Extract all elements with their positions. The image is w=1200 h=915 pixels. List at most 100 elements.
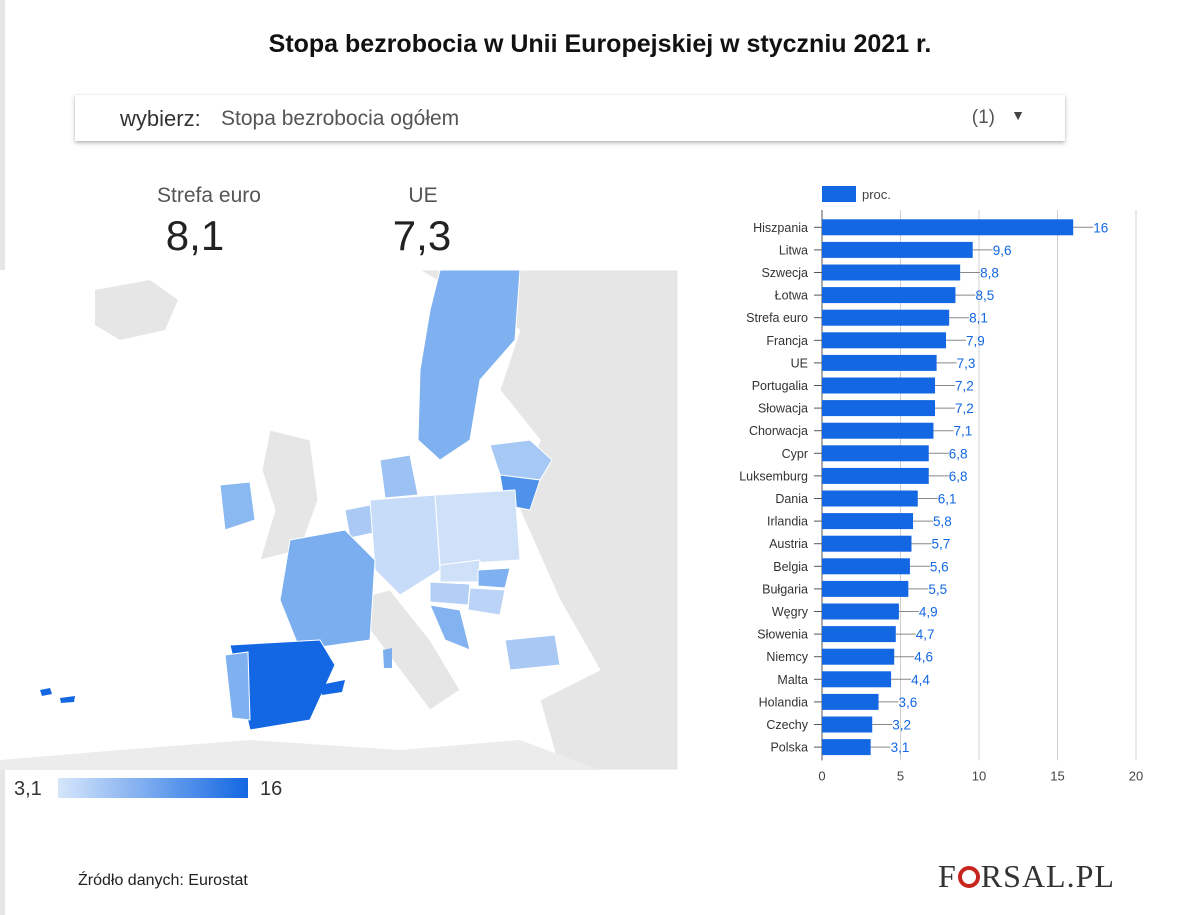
corsica	[383, 648, 392, 668]
denmark	[379, 454, 419, 499]
category-label: Chorwacja	[749, 424, 808, 438]
land-east	[419, 270, 678, 770]
category-label: Łotwa	[775, 289, 808, 303]
dropdown-value: Stopa bezrobocia ogółem	[221, 107, 460, 130]
category-label: UE	[791, 356, 808, 370]
x-tick-label: 5	[897, 768, 904, 783]
bar	[822, 490, 918, 507]
bar	[822, 422, 934, 439]
bar	[822, 648, 895, 665]
data-label: 3,6	[899, 695, 918, 710]
bar	[822, 513, 914, 530]
indicator-dropdown[interactable]: wybierz: Stopa bezrobocia ogółem (1) ▼	[75, 95, 1065, 141]
bar	[822, 671, 892, 688]
color-scale-bar	[58, 778, 248, 798]
kpi-eurozone-value: 8,1	[165, 212, 225, 259]
category-label: Malta	[777, 673, 808, 687]
data-label: 9,6	[993, 243, 1012, 258]
data-label: 5,6	[930, 559, 949, 574]
category-label: Irlandia	[767, 515, 808, 529]
hungary	[467, 587, 506, 616]
category-label: Węgry	[772, 605, 809, 619]
bar	[822, 693, 879, 710]
kpi-eurozone-label: Strefa euro	[157, 184, 261, 207]
canary-islands	[40, 688, 75, 703]
bar	[822, 400, 936, 417]
north-africa	[0, 740, 600, 770]
bar	[822, 354, 937, 371]
legend-max-label: 16	[260, 778, 283, 800]
data-label: 6,8	[949, 469, 968, 484]
ireland	[219, 481, 256, 531]
bar	[822, 309, 950, 326]
bar-chart: proc. 0 5 10 15 20 Hiszpania 16 Litwa 9,6 Szwecja 8…	[739, 186, 1143, 783]
x-tick-label: 0	[818, 768, 825, 783]
slovakia	[477, 567, 511, 589]
bar	[822, 445, 929, 462]
data-label: 5,5	[928, 582, 947, 597]
bulgaria	[504, 634, 561, 671]
data-label: 4,9	[919, 605, 938, 620]
category-label: Austria	[769, 537, 808, 551]
source-note: Źródło danych: Eurostat	[78, 872, 248, 889]
bar	[822, 716, 873, 733]
data-label: 4,4	[911, 672, 930, 687]
europe-map[interactable]	[0, 270, 678, 770]
data-label: 3,1	[891, 740, 910, 755]
category-label: Słowacja	[758, 402, 808, 416]
category-label: Polska	[770, 741, 808, 755]
category-label: Belgia	[773, 560, 808, 574]
data-label: 8,8	[980, 266, 999, 281]
page-title: Stopa bezrobocia w Unii Europejskiej w s…	[268, 30, 932, 58]
category-label: Strefa euro	[746, 311, 808, 325]
data-label: 4,7	[916, 627, 935, 642]
france	[279, 529, 376, 651]
bar	[822, 377, 936, 394]
balearic-islands	[320, 680, 345, 695]
caret-down-icon[interactable]: ▼	[1011, 107, 1025, 123]
legend-swatch	[822, 186, 856, 202]
category-label: Hiszpania	[753, 221, 808, 235]
bar	[822, 264, 961, 281]
data-label: 7,9	[966, 333, 985, 348]
bar	[822, 287, 956, 304]
category-label: Słowenia	[757, 628, 808, 642]
data-label: 7,2	[955, 379, 974, 394]
x-tick-label: 10	[972, 768, 986, 783]
category-label: Litwa	[779, 243, 808, 257]
data-label: 4,6	[914, 650, 933, 665]
bar	[822, 219, 1074, 236]
sweden	[417, 270, 521, 461]
category-label: Cypr	[782, 447, 808, 461]
data-label: 5,8	[933, 514, 952, 529]
germany	[369, 494, 441, 596]
data-label: 7,1	[953, 424, 972, 439]
data-label: 6,8	[949, 446, 968, 461]
forsal-logo: F RSAL.PL	[938, 858, 1115, 894]
portugal	[224, 651, 251, 721]
selected-count: (1)	[971, 107, 995, 128]
category-label: Bułgaria	[762, 582, 808, 596]
bar	[822, 558, 910, 575]
category-label: Czechy	[766, 718, 808, 732]
bar	[822, 467, 929, 484]
data-label: 3,2	[892, 718, 911, 733]
category-label: Szwecja	[761, 266, 808, 280]
kpi-eu-label: UE	[408, 184, 438, 207]
category-label: Portugalia	[752, 379, 808, 393]
bar	[822, 626, 896, 643]
bar	[822, 580, 909, 597]
category-label: Francja	[766, 334, 808, 348]
x-tick-label: 20	[1129, 768, 1143, 783]
data-label: 8,5	[975, 288, 994, 303]
data-label: 7,3	[957, 356, 976, 371]
data-label: 5,7	[931, 537, 950, 552]
dropdown-label: wybierz:	[120, 106, 201, 131]
data-label: 16	[1093, 220, 1108, 235]
bar	[822, 603, 899, 620]
bar	[822, 739, 871, 756]
iceland	[95, 280, 178, 340]
category-label: Dania	[775, 492, 808, 506]
kpi-eu-value: 7,3	[392, 212, 452, 259]
x-tick-label: 15	[1050, 768, 1064, 783]
